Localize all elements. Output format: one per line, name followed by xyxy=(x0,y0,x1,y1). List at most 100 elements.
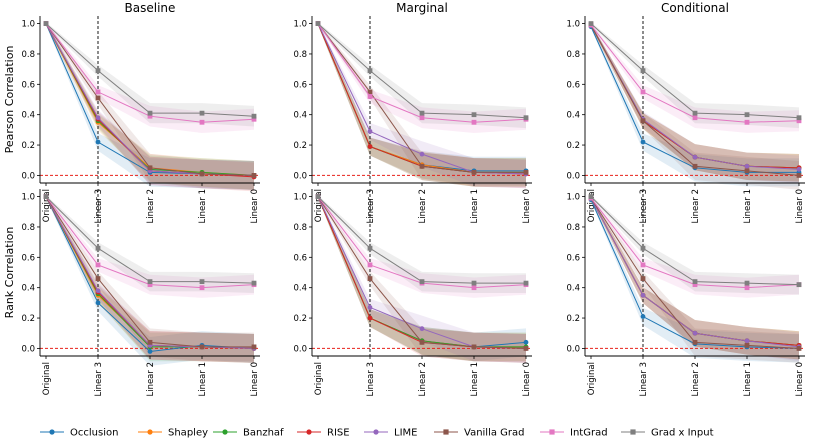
legend-marker xyxy=(147,429,153,435)
point-occlusion xyxy=(640,314,646,319)
point-lime xyxy=(692,330,698,336)
y-tick-label: 0.2 xyxy=(21,141,35,151)
point-vanilla-grad xyxy=(471,169,477,175)
point-grad-x-input xyxy=(692,110,698,116)
point-grad-x-input xyxy=(367,68,373,74)
point-grad-x-input xyxy=(796,115,802,121)
band-banzhaf xyxy=(46,22,254,190)
x-tick-label: Linear 3 xyxy=(366,189,376,224)
point-intgrad xyxy=(744,119,750,125)
point-grad-x-input xyxy=(43,194,49,199)
point-intgrad xyxy=(640,89,646,95)
y-tick-label: 0.4 xyxy=(21,111,35,121)
y-axis-label: Pearson Correlation xyxy=(3,46,16,154)
point-vanilla-grad xyxy=(692,163,698,169)
y-tick-label: 0.6 xyxy=(566,253,580,263)
point-occlusion xyxy=(95,139,101,145)
y-tick-label: 0.0 xyxy=(566,344,580,354)
point-grad-x-input xyxy=(471,112,477,118)
point-grad-x-input xyxy=(147,110,153,116)
point-grad-x-input xyxy=(251,280,257,286)
y-tick-label: 0.0 xyxy=(293,171,307,181)
y-tick-label: 1.0 xyxy=(566,193,580,203)
point-vanilla-grad xyxy=(744,342,750,348)
point-lime xyxy=(367,305,373,310)
point-grad-x-input xyxy=(640,245,646,251)
point-vanilla-grad xyxy=(523,169,529,175)
y-tick-label: 0.6 xyxy=(293,253,307,263)
point-intgrad xyxy=(692,115,698,121)
x-tick-label: Linear 2 xyxy=(146,362,156,397)
panel-1: 0.0 0.2 0.4 0.6 0.8 1.0 Original Linear 3 Linear… xyxy=(3,1,260,224)
band-grad-x-input xyxy=(591,22,799,129)
y-tick-label: 0.6 xyxy=(21,253,35,263)
point-intgrad xyxy=(147,113,153,119)
legend-item-vanilla-grad: Vanilla Grad xyxy=(434,428,525,439)
band-rise xyxy=(46,195,254,363)
legend-label: Grad x Input xyxy=(651,428,714,439)
band-intgrad xyxy=(318,195,526,298)
point-occlusion xyxy=(147,349,153,354)
y-axis-label: Rank Correlation xyxy=(3,227,16,319)
panel-3: 0.0 0.2 0.4 0.6 0.8 1.0 Original Linear 3 Linear… xyxy=(566,1,805,224)
panels-group: 0.0 0.2 0.4 0.6 0.8 1.0 Original Linear 3 Linear… xyxy=(3,1,805,397)
panel-6: 0.0 0.2 0.4 0.6 0.8 1.0 Original Linear 3 Linear… xyxy=(566,189,805,397)
x-tick-label: Linear 3 xyxy=(639,189,649,224)
point-vanilla-grad xyxy=(147,339,153,345)
legend-marker xyxy=(306,429,312,435)
y-tick-label: 0.8 xyxy=(293,223,307,233)
point-grad-x-input xyxy=(796,282,802,288)
point-grad-x-input xyxy=(640,68,646,74)
y-tick-label: 0.8 xyxy=(566,50,580,60)
x-tick-label: Original xyxy=(587,189,597,222)
point-occlusion xyxy=(95,300,101,306)
band-grad-x-input xyxy=(46,195,254,293)
point-grad-x-input xyxy=(199,279,205,285)
band-lime xyxy=(46,22,254,190)
panel-2: 0.0 0.2 0.4 0.6 0.8 1.0 Original Linear 3 Linear… xyxy=(293,1,532,224)
point-vanilla-grad xyxy=(796,173,802,178)
y-tick-label: 0.8 xyxy=(21,223,35,233)
point-occlusion xyxy=(640,139,646,145)
point-vanilla-grad xyxy=(367,276,373,281)
y-tick-label: 0.0 xyxy=(21,171,35,181)
x-tick-label: Linear 1 xyxy=(470,362,480,397)
point-intgrad xyxy=(95,262,101,268)
y-tick-label: 0.8 xyxy=(21,50,35,60)
point-lime xyxy=(95,288,101,294)
legend-marker xyxy=(373,429,379,435)
point-lime xyxy=(692,154,698,160)
band-vanilla-grad xyxy=(46,22,254,190)
point-lime xyxy=(744,163,750,169)
point-grad-x-input xyxy=(744,280,750,286)
x-tick-label: Linear 0 xyxy=(250,189,260,224)
point-vanilla-grad xyxy=(796,346,802,351)
point-grad-x-input xyxy=(419,110,425,116)
y-tick-label: 0.6 xyxy=(21,80,35,90)
y-tick-label: 0.8 xyxy=(566,223,580,233)
point-grad-x-input xyxy=(199,110,205,116)
legend-label: Banzhaf xyxy=(243,428,284,439)
band-grad-x-input xyxy=(591,195,799,295)
panel-title: Marginal xyxy=(396,1,448,15)
band-grad-x-input xyxy=(318,22,526,129)
point-vanilla-grad xyxy=(199,171,205,177)
point-vanilla-grad xyxy=(419,163,425,169)
panel-4: 0.0 0.2 0.4 0.6 0.8 1.0 Original Linear 3 Linear… xyxy=(3,189,260,397)
point-vanilla-grad xyxy=(95,95,101,101)
point-vanilla-grad xyxy=(199,344,205,350)
y-tick-label: 1.0 xyxy=(21,193,35,203)
y-tick-label: 0.0 xyxy=(293,344,307,354)
x-tick-label: Original xyxy=(314,362,324,395)
point-grad-x-input xyxy=(523,280,529,286)
y-tick-label: 0.4 xyxy=(566,111,580,121)
point-intgrad xyxy=(471,285,477,291)
point-lime xyxy=(640,292,646,298)
point-vanilla-grad xyxy=(251,344,257,350)
x-tick-label: Linear 1 xyxy=(198,362,208,397)
x-tick-label: Linear 2 xyxy=(418,189,428,224)
legend-item-lime: LIME xyxy=(364,428,417,439)
legend-marker xyxy=(443,429,449,435)
band-shapley xyxy=(46,195,254,363)
y-tick-label: 0.2 xyxy=(21,314,35,324)
